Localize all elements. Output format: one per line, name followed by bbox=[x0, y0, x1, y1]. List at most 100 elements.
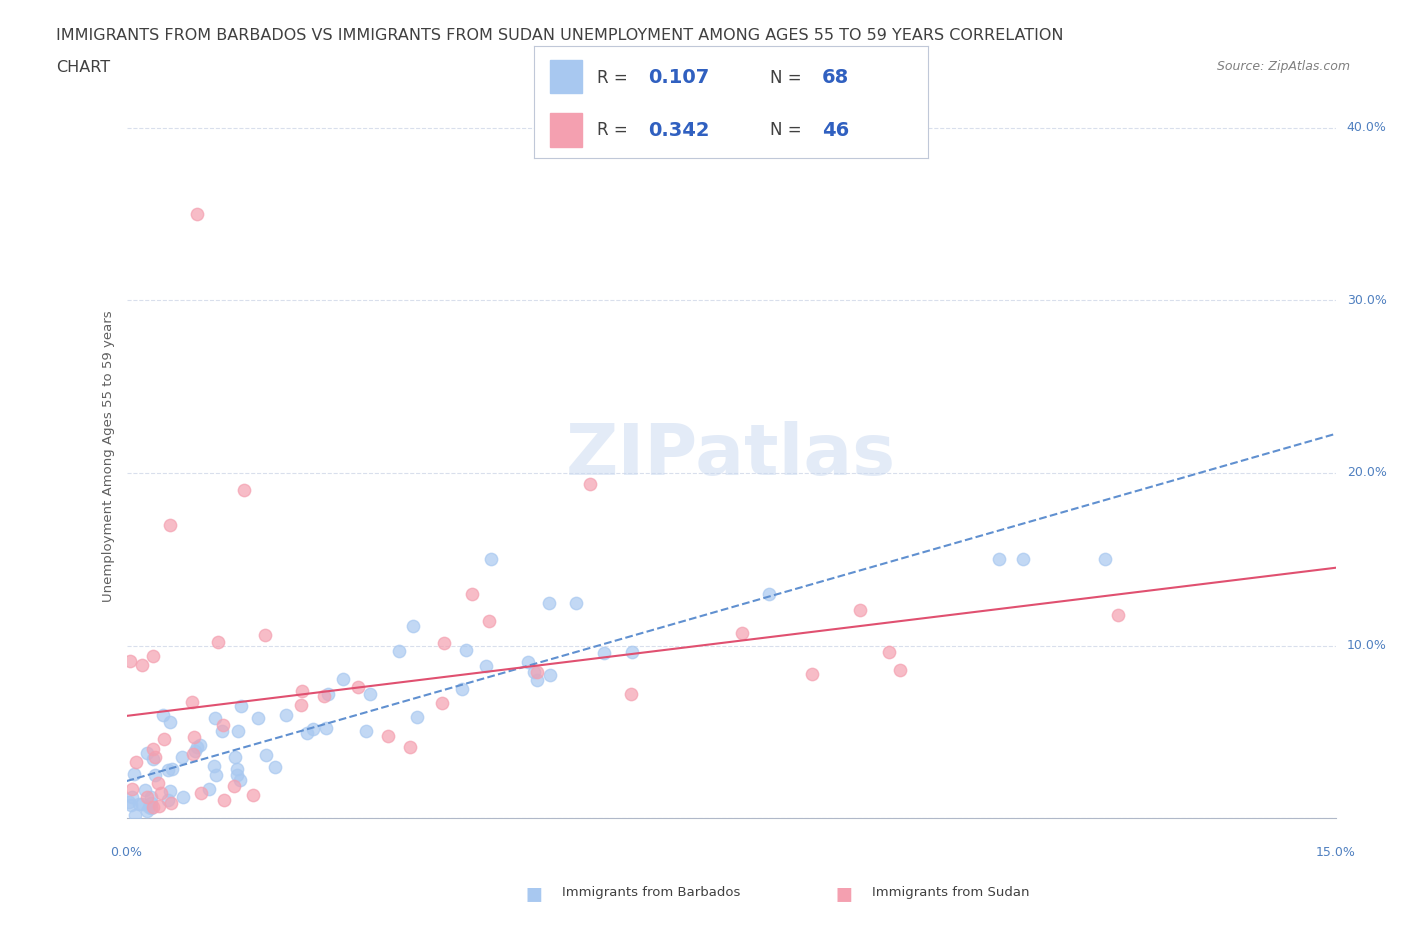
Point bbox=[432, 695, 454, 710]
Point bbox=[226, 767, 249, 782]
Point bbox=[120, 798, 142, 813]
Point bbox=[139, 790, 162, 804]
Point bbox=[291, 684, 314, 698]
Point bbox=[142, 742, 165, 757]
Text: ▪: ▪ bbox=[524, 879, 544, 907]
Point bbox=[159, 517, 181, 532]
Text: 68: 68 bbox=[821, 68, 849, 87]
Point bbox=[134, 783, 156, 798]
Text: 20.0%: 20.0% bbox=[1347, 467, 1386, 480]
Text: R =: R = bbox=[598, 121, 628, 140]
Point bbox=[849, 603, 872, 618]
Point bbox=[537, 595, 560, 610]
Point bbox=[131, 797, 153, 812]
Point bbox=[120, 653, 142, 668]
Point bbox=[186, 739, 208, 754]
Point bbox=[312, 689, 335, 704]
Point bbox=[301, 722, 323, 737]
Point bbox=[157, 793, 180, 808]
Text: 0.0%: 0.0% bbox=[111, 846, 142, 859]
Point bbox=[758, 586, 780, 601]
Text: 40.0%: 40.0% bbox=[1347, 121, 1386, 134]
Point bbox=[988, 551, 1011, 566]
Text: Immigrants from Sudan: Immigrants from Sudan bbox=[872, 886, 1029, 899]
Point bbox=[523, 664, 546, 679]
Point bbox=[190, 785, 212, 800]
Point bbox=[454, 643, 477, 658]
Point bbox=[145, 768, 167, 783]
Point bbox=[170, 750, 193, 764]
Point bbox=[142, 649, 165, 664]
Point bbox=[565, 595, 588, 610]
Point bbox=[242, 787, 264, 802]
Point bbox=[460, 587, 482, 602]
Bar bbox=[550, 60, 582, 93]
Point bbox=[229, 698, 252, 713]
Point bbox=[142, 800, 165, 815]
Point bbox=[254, 747, 277, 762]
Point bbox=[159, 784, 181, 799]
Point bbox=[402, 618, 425, 633]
Point bbox=[224, 750, 246, 764]
Point bbox=[181, 747, 204, 762]
Point bbox=[148, 798, 170, 813]
Point bbox=[478, 614, 501, 629]
Point bbox=[579, 476, 602, 491]
Point bbox=[142, 751, 165, 766]
Point bbox=[180, 695, 202, 710]
Point bbox=[405, 710, 427, 724]
Point bbox=[359, 686, 381, 701]
Point bbox=[124, 807, 146, 822]
Point bbox=[450, 682, 472, 697]
Point bbox=[183, 729, 205, 744]
Point bbox=[346, 679, 368, 694]
Point bbox=[138, 800, 160, 815]
Point bbox=[211, 724, 233, 738]
Point bbox=[254, 628, 277, 643]
Point bbox=[207, 635, 229, 650]
Point bbox=[157, 763, 180, 777]
Point bbox=[620, 687, 643, 702]
Point bbox=[121, 790, 143, 804]
Point bbox=[159, 714, 181, 729]
Point bbox=[889, 662, 911, 677]
Point bbox=[204, 711, 226, 726]
Point bbox=[118, 795, 141, 810]
Text: ZIPatlas: ZIPatlas bbox=[567, 421, 896, 490]
Point bbox=[233, 483, 256, 498]
Point bbox=[143, 750, 166, 764]
Point bbox=[479, 551, 502, 566]
Point bbox=[800, 667, 823, 682]
Text: 0.342: 0.342 bbox=[648, 121, 710, 140]
Point bbox=[315, 721, 337, 736]
Point bbox=[228, 773, 250, 788]
Point bbox=[264, 760, 287, 775]
Point bbox=[136, 746, 159, 761]
Point bbox=[517, 655, 540, 670]
Point bbox=[205, 768, 228, 783]
Point bbox=[141, 796, 163, 811]
Point bbox=[139, 801, 162, 816]
Point bbox=[135, 790, 157, 804]
Point bbox=[538, 668, 561, 683]
Point bbox=[593, 645, 616, 660]
Y-axis label: Unemployment Among Ages 55 to 59 years: Unemployment Among Ages 55 to 59 years bbox=[103, 310, 115, 602]
Point bbox=[226, 724, 249, 738]
Point bbox=[153, 731, 176, 746]
Text: 30.0%: 30.0% bbox=[1347, 294, 1386, 307]
Point bbox=[212, 792, 235, 807]
Point bbox=[172, 790, 194, 804]
Text: CHART: CHART bbox=[56, 60, 110, 75]
Point bbox=[1107, 608, 1129, 623]
Text: Immigrants from Barbados: Immigrants from Barbados bbox=[562, 886, 741, 899]
Text: R =: R = bbox=[598, 69, 628, 86]
Point bbox=[1094, 551, 1116, 566]
Text: 0.107: 0.107 bbox=[648, 68, 710, 87]
Point bbox=[122, 766, 145, 781]
Point bbox=[160, 795, 183, 810]
Point bbox=[354, 724, 377, 738]
Point bbox=[150, 786, 173, 801]
Point bbox=[146, 776, 169, 790]
Bar bbox=[550, 113, 582, 147]
Point bbox=[332, 671, 354, 686]
